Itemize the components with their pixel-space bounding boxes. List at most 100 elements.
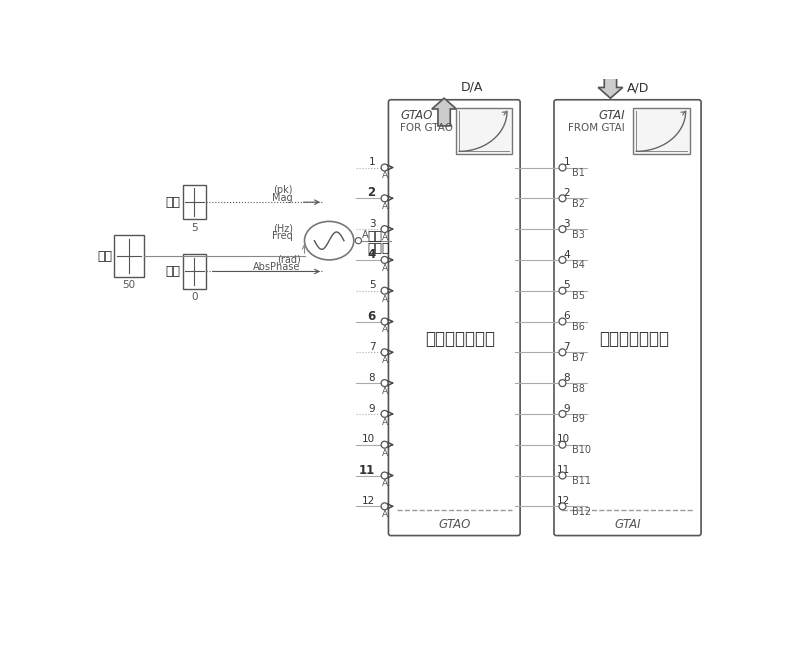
Text: B12: B12 (572, 507, 591, 517)
Text: 1: 1 (563, 157, 570, 167)
Circle shape (559, 411, 566, 417)
Text: 幅值: 幅值 (166, 195, 181, 209)
Circle shape (381, 472, 388, 479)
Circle shape (381, 318, 388, 325)
Text: D/A: D/A (461, 80, 483, 93)
Text: 50: 50 (122, 280, 135, 290)
Text: A/D: A/D (627, 82, 650, 95)
Text: 5: 5 (369, 280, 375, 290)
Text: 6: 6 (563, 311, 570, 321)
Text: 2: 2 (563, 188, 570, 198)
Text: 1: 1 (369, 157, 375, 167)
Text: 12: 12 (362, 496, 375, 506)
Text: (pk): (pk) (274, 185, 293, 195)
Circle shape (559, 442, 566, 448)
Circle shape (559, 503, 566, 510)
Text: A: A (382, 233, 388, 242)
Bar (456, 108, 512, 155)
Circle shape (559, 318, 566, 325)
Text: 3: 3 (563, 218, 570, 229)
Text: A: A (382, 264, 388, 273)
Circle shape (381, 380, 388, 386)
Text: B4: B4 (572, 261, 585, 270)
Text: 8: 8 (563, 372, 570, 383)
Text: A: A (382, 449, 388, 458)
Text: 0: 0 (191, 292, 198, 302)
Text: B11: B11 (572, 476, 590, 486)
Text: 8: 8 (369, 372, 375, 383)
Text: B7: B7 (572, 353, 585, 363)
Text: A: A (362, 230, 369, 240)
Circle shape (381, 288, 388, 294)
Text: A: A (382, 356, 388, 365)
Text: A: A (382, 387, 388, 396)
Text: 生器: 生器 (368, 230, 382, 243)
Text: AbsPhase: AbsPhase (254, 262, 301, 272)
Circle shape (381, 257, 388, 263)
Circle shape (381, 226, 388, 232)
Text: 2: 2 (367, 186, 375, 199)
Text: GTAO: GTAO (400, 109, 432, 122)
Bar (634, 108, 690, 155)
Text: 7: 7 (563, 342, 570, 352)
Text: 相位: 相位 (166, 265, 181, 278)
Text: A: A (382, 326, 388, 334)
Text: 4: 4 (367, 248, 375, 261)
Text: A: A (382, 172, 388, 180)
Text: Freq: Freq (272, 231, 293, 241)
Text: 12: 12 (557, 496, 570, 506)
Bar (183, 254, 206, 289)
Text: B6: B6 (572, 322, 585, 332)
Text: 9: 9 (563, 403, 570, 413)
Text: B3: B3 (572, 230, 585, 240)
Text: B1: B1 (572, 168, 585, 178)
Text: A: A (382, 295, 388, 304)
Circle shape (559, 195, 566, 202)
Text: 4: 4 (563, 249, 570, 259)
Text: 模拟量输出元件: 模拟量输出元件 (426, 330, 495, 348)
Circle shape (355, 238, 362, 243)
Text: 9: 9 (369, 403, 375, 413)
Text: A: A (382, 418, 388, 427)
Text: 频率: 频率 (97, 249, 112, 263)
Text: B8: B8 (572, 384, 585, 393)
Circle shape (559, 472, 566, 479)
Text: FROM GTAI: FROM GTAI (568, 123, 625, 133)
Text: B2: B2 (572, 199, 585, 209)
Polygon shape (432, 98, 457, 126)
Text: A: A (382, 480, 388, 488)
Text: A: A (382, 202, 388, 211)
Text: GTAI: GTAI (614, 518, 641, 530)
Circle shape (381, 503, 388, 510)
Circle shape (559, 380, 566, 386)
Text: 10: 10 (362, 434, 375, 444)
Circle shape (381, 411, 388, 417)
Circle shape (381, 164, 388, 171)
Bar (114, 235, 143, 277)
Polygon shape (598, 70, 622, 98)
Circle shape (559, 257, 566, 263)
Circle shape (559, 349, 566, 356)
Text: 5: 5 (191, 222, 198, 232)
Text: 3: 3 (369, 218, 375, 229)
Circle shape (381, 442, 388, 448)
Text: A: A (382, 511, 388, 519)
Text: 11: 11 (557, 465, 570, 475)
Text: Mag: Mag (272, 193, 293, 203)
Text: B10: B10 (572, 445, 590, 455)
Bar (183, 185, 206, 220)
Ellipse shape (305, 221, 354, 260)
Text: B5: B5 (572, 291, 585, 301)
Text: GTAO: GTAO (438, 518, 470, 530)
Text: GTAI: GTAI (598, 109, 626, 122)
Circle shape (559, 288, 566, 294)
Text: (Hz): (Hz) (273, 223, 293, 234)
Text: 函数发: 函数发 (368, 242, 390, 255)
Circle shape (381, 349, 388, 356)
Text: 7: 7 (369, 342, 375, 352)
Text: B9: B9 (572, 415, 585, 424)
Text: (rad): (rad) (277, 254, 301, 264)
Circle shape (559, 226, 566, 232)
Text: 11: 11 (359, 464, 375, 476)
Circle shape (381, 195, 388, 202)
